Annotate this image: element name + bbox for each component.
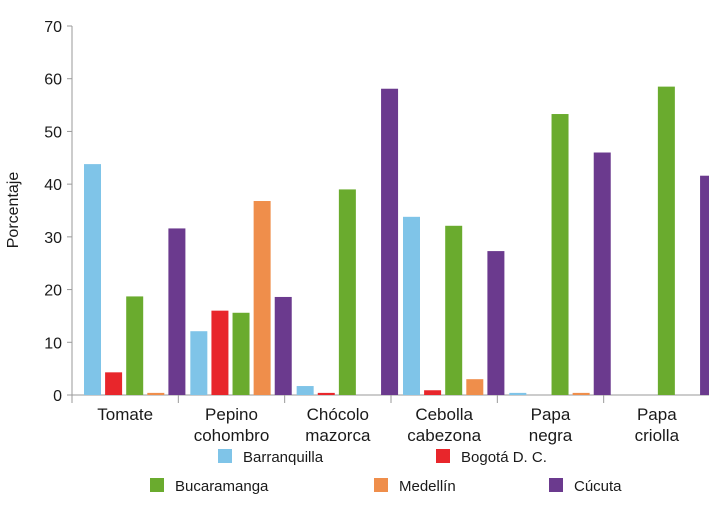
- y-tick-label: 70: [44, 19, 62, 36]
- y-axis: 0 10 20 30 40 50 60 70: [44, 19, 73, 405]
- legend-swatch: [549, 478, 563, 492]
- x-tick-label: Chócolo mazorca: [305, 405, 371, 445]
- bar-bogot-d-c--0: [105, 372, 123, 395]
- bar-barranquilla-4: [509, 392, 527, 395]
- legend-swatch: [436, 449, 450, 463]
- bar-medell-n-4: [572, 392, 590, 395]
- bar-bogot-d-c--1: [211, 310, 229, 395]
- x-tick-label-line: cabezona: [407, 426, 481, 445]
- bar-c-cuta-4: [593, 152, 611, 395]
- bar-c-cuta-3: [487, 251, 505, 395]
- legend-label: Barranquilla: [243, 449, 324, 466]
- y-axis-label: Porcentaje: [5, 172, 22, 249]
- legend-swatch: [150, 478, 164, 492]
- bar-bogot-d-c--2: [317, 392, 335, 395]
- y-tick-label: 60: [44, 72, 62, 89]
- y-tick-label: 50: [44, 124, 62, 141]
- legend-swatch: [374, 478, 388, 492]
- legend-label: Bucaramanga: [175, 478, 269, 495]
- legend-label: Cúcuta: [574, 478, 622, 495]
- bar-bucaramanga-1: [232, 312, 250, 395]
- x-tick-label: Cebolla cabezona: [407, 405, 481, 445]
- y-tick-label: 10: [44, 335, 62, 352]
- bar-barranquilla-0: [84, 164, 101, 395]
- x-tick-label: Papa negra: [529, 405, 573, 445]
- x-tick-label-line: negra: [529, 426, 573, 445]
- x-tick-label-line: Chócolo: [307, 405, 369, 424]
- bar-medell-n-0: [147, 392, 165, 395]
- bar-c-cuta-1: [274, 296, 292, 395]
- bars: [84, 86, 709, 395]
- x-tick-label-line: Cebolla: [415, 405, 473, 424]
- x-tick-label-line: criolla: [635, 426, 680, 445]
- y-tick-label: 0: [53, 388, 62, 405]
- legend-swatch: [218, 449, 232, 463]
- y-tick-label: 30: [44, 230, 62, 247]
- bar-bucaramanga-0: [126, 296, 144, 395]
- y-tick-label: 20: [44, 283, 62, 300]
- x-tick-label-line: mazorca: [305, 426, 371, 445]
- bar-c-cuta-2: [381, 88, 399, 395]
- x-tick-label-line: Papa: [637, 405, 677, 424]
- bar-bucaramanga-4: [551, 114, 569, 395]
- legend: Barranquilla Bogotá D. C. Bucaramanga Medel…: [150, 449, 622, 495]
- x-tick-label: Pepino cohombro: [194, 405, 270, 445]
- bar-c-cuta-5: [700, 175, 709, 395]
- legend-label: Medellín: [399, 478, 456, 495]
- x-axis: Tomate Pepino cohombro Chócolo mazorca Ceboll…: [71, 394, 709, 445]
- x-tick-label-line: Papa: [531, 405, 571, 424]
- x-tick-label: Papa criolla: [635, 405, 680, 445]
- bar-medell-n-1: [253, 201, 271, 395]
- bar-barranquilla-2: [296, 386, 314, 395]
- bar-bucaramanga-3: [445, 225, 463, 395]
- bar-c-cuta-0: [168, 228, 186, 395]
- y-tick-label: 40: [44, 177, 62, 194]
- bar-bucaramanga-5: [657, 86, 675, 395]
- legend-label: Bogotá D. C.: [461, 449, 547, 466]
- bar-medell-n-3: [466, 379, 484, 395]
- x-tick-label-line: cohombro: [194, 426, 270, 445]
- x-tick-label-line: Pepino: [205, 405, 258, 424]
- bar-bogot-d-c--3: [424, 390, 442, 395]
- x-tick-label-line: Tomate: [97, 405, 153, 424]
- bar-barranquilla-3: [403, 216, 420, 395]
- x-tick-label: Tomate: [97, 405, 153, 424]
- bar-barranquilla-1: [190, 331, 208, 395]
- bar-bucaramanga-2: [338, 189, 356, 395]
